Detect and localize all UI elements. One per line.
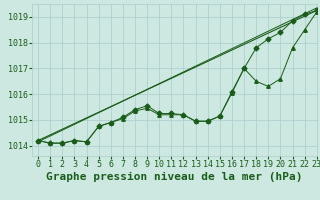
X-axis label: Graphe pression niveau de la mer (hPa): Graphe pression niveau de la mer (hPa) bbox=[46, 172, 303, 182]
